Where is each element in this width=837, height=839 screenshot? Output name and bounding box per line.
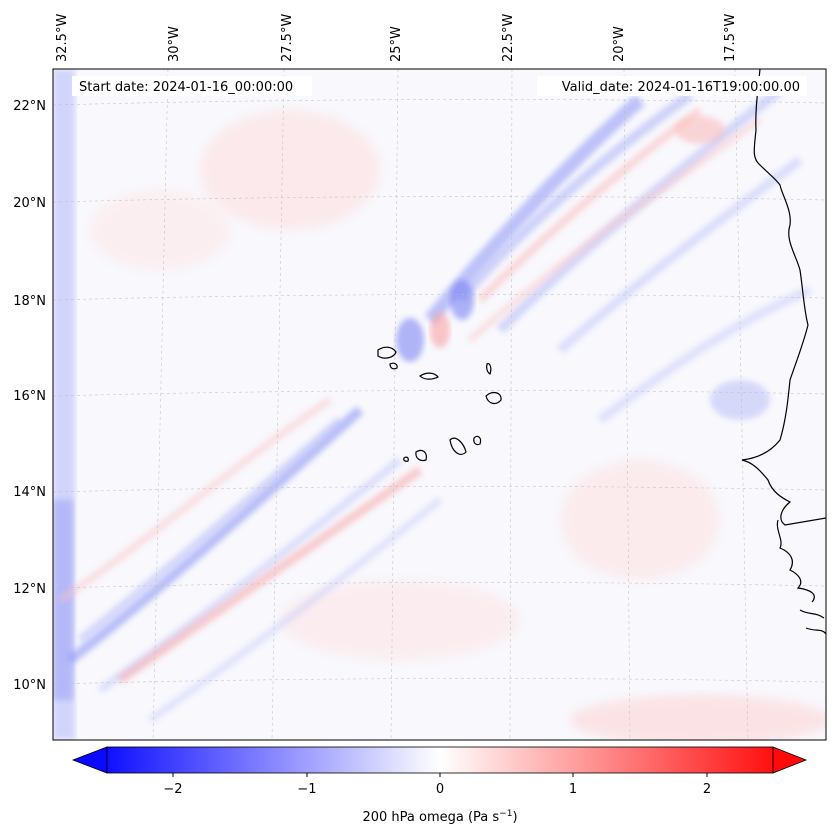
santiago-island (449, 437, 467, 455)
lon-label: 20°W (612, 26, 627, 62)
lat-label: 10°N (13, 678, 46, 693)
sao-nicolau-island (419, 372, 439, 380)
latitude-labels: 22°N 20°N 18°N 16°N 14°N 12°N 10°N (13, 99, 46, 693)
map-frame (52, 68, 827, 741)
colorbar-tick-label: −2 (163, 782, 182, 797)
colorbar-tick-label: 2 (703, 782, 711, 797)
santo-antao-island (377, 346, 397, 359)
lat-label: 22°N (13, 99, 46, 114)
lat-label: 16°N (13, 389, 46, 404)
sal-island (486, 363, 492, 375)
colorbar-ramp (106, 746, 774, 774)
colorbar-extend-high (772, 746, 808, 774)
colorbar-tick-label: −1 (297, 782, 316, 797)
colorbar: −2 −1 0 1 2 200 hPa omega (Pa s−1) (71, 746, 808, 825)
colorbar-title-main: 200 hPa omega (Pa s (362, 810, 499, 825)
coastlines (377, 69, 826, 635)
map-panel: Start date: 2024-01-16_00:00:00 Valid_da… (52, 68, 827, 741)
fogo-island (415, 449, 427, 462)
valid-date-box (537, 76, 807, 96)
lat-label: 18°N (13, 294, 46, 309)
brava-island (403, 456, 409, 462)
start-date-label: Start date: 2024-01-16_00:00:00 (79, 80, 293, 95)
graticule (53, 69, 826, 740)
colorbar-tick-label: 1 (569, 782, 577, 797)
boa-vista-island (485, 391, 502, 405)
sao-vicente-island (389, 362, 398, 370)
lon-label: 27.5°W (280, 14, 295, 62)
lon-label: 17.5°W (723, 14, 738, 62)
colorbar-extend-low (71, 746, 108, 774)
lon-label: 25°W (389, 26, 404, 62)
maio-island (473, 435, 482, 446)
longitude-labels: 32.5°W 30°W 27.5°W 25°W 22.5°W 20°W 17.5… (55, 14, 738, 62)
lat-label: 14°N (13, 485, 46, 500)
lon-label: 30°W (167, 26, 182, 62)
lat-label: 12°N (13, 582, 46, 597)
africa-coastline (741, 69, 826, 526)
omega-field (53, 69, 826, 740)
colorbar-tick-label: 0 (436, 782, 444, 797)
lat-label: 20°N (13, 196, 46, 211)
colorbar-title-exponent: −1 (499, 809, 512, 819)
colorbar-ticks (172, 773, 708, 777)
lon-label: 32.5°W (55, 14, 70, 62)
colorbar-title-close: ) (512, 810, 517, 825)
valid-date-label: Valid_date: 2024-01-16T19:00:00.00 (562, 80, 800, 95)
lon-label: 22.5°W (501, 14, 516, 62)
colorbar-title: 200 hPa omega (Pa s−1) (362, 809, 517, 825)
start-date-box (72, 76, 312, 96)
